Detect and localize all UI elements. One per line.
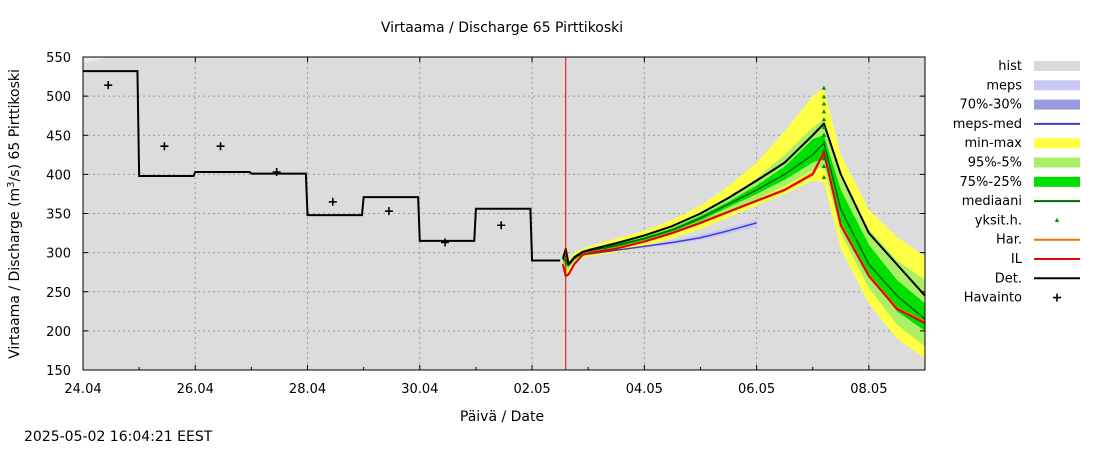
y-axis-label: Virtaama / Discharge (m3/s) 65 Pirttikos… <box>6 69 23 359</box>
il-line <box>561 151 926 324</box>
legend-item: yksit.h. <box>975 213 1060 228</box>
legend-label: IL <box>1011 252 1023 267</box>
y-tick-label: 250 <box>46 286 71 301</box>
legend-label: 75%-25% <box>960 175 1022 190</box>
legend: hist meps 70%-30% meps-med min-max 95%-5% 75%-… <box>953 59 1080 306</box>
y-tick-label: 200 <box>46 325 71 340</box>
legend-item: IL <box>1011 252 1080 267</box>
observed-discharge-line <box>83 70 561 262</box>
havainto-point <box>272 168 281 177</box>
legend-item: 95%-5% <box>968 156 1080 171</box>
legend-label: min-max <box>964 136 1022 151</box>
x-tick-label: 24.04 <box>64 382 101 397</box>
havainto-point <box>160 142 169 151</box>
legend-item: meps-med <box>953 117 1080 132</box>
havainto-point <box>328 197 337 206</box>
yksit-h-point <box>821 109 827 114</box>
yksit-h-point <box>821 124 827 129</box>
x-axis-ticks: 24.04 26.04 28.04 30.04 02.05 04.05 06.05 08.05 <box>64 57 887 397</box>
legend-label: mediaani <box>962 194 1022 209</box>
legend-label: Har. <box>996 233 1022 248</box>
legend-item: Har. <box>996 233 1080 248</box>
x-tick-label: 02.05 <box>513 382 550 397</box>
yksit-h-point <box>821 156 827 161</box>
havainto-point <box>384 207 393 216</box>
legend-label: Det. <box>995 271 1022 286</box>
yksit-h-point <box>602 245 608 250</box>
y-tick-label: 500 <box>46 90 71 105</box>
legend-swatch <box>1053 293 1061 302</box>
legend-swatch <box>1034 61 1080 71</box>
yksit-h-point <box>821 132 827 137</box>
det-line <box>561 122 926 297</box>
points <box>104 81 827 250</box>
y-tick-label: 150 <box>46 364 71 379</box>
legend-label: meps <box>986 78 1022 93</box>
legend-item: 75%-25% <box>960 175 1080 190</box>
yksit-h-point <box>821 140 827 145</box>
legend-item: hist <box>998 59 1080 74</box>
y-tick-label: 300 <box>46 247 71 262</box>
legend-swatch <box>1054 217 1060 222</box>
x-tick-label: 26.04 <box>177 382 214 397</box>
legend-label: hist <box>998 59 1022 74</box>
x-tick-label: 30.04 <box>401 382 438 397</box>
legend-item: Det. <box>995 271 1080 286</box>
yksit-h-point <box>821 94 827 99</box>
legend-swatch <box>1034 176 1080 187</box>
y-tick-label: 450 <box>46 129 71 144</box>
legend-swatch <box>1034 99 1080 110</box>
chart-title: Virtaama / Discharge 65 Pirttikoski <box>381 20 623 36</box>
legend-item: 70%-30% <box>960 98 1080 113</box>
legend-label: 70%-30% <box>960 98 1022 113</box>
x-tick-label: 06.05 <box>738 382 775 397</box>
havainto-point <box>104 81 113 90</box>
yksit-h-point <box>821 175 827 180</box>
legend-item: meps <box>986 78 1080 93</box>
legend-swatch <box>1034 80 1080 91</box>
x-tick-label: 08.05 <box>850 382 887 397</box>
meps-med-line <box>588 222 757 255</box>
legend-item: mediaani <box>962 194 1080 209</box>
yksit-h-point <box>821 148 827 153</box>
legend-swatch <box>1034 157 1080 168</box>
generated-timestamp: 2025-05-02 16:04:21 EEST <box>24 429 213 445</box>
yksit-h-point <box>821 85 827 90</box>
legend-label: Havainto <box>964 291 1022 306</box>
x-tick-label: 04.05 <box>626 382 663 397</box>
y-tick-label: 350 <box>46 208 71 223</box>
yksit-h-point <box>821 164 827 169</box>
legend-item: Havainto <box>964 291 1061 306</box>
y-tick-label: 550 <box>46 51 71 66</box>
legend-swatch <box>1034 138 1080 149</box>
x-axis-label: Päivä / Date <box>460 409 544 425</box>
x-tick-label: 28.04 <box>289 382 326 397</box>
legend-item: min-max <box>964 136 1080 151</box>
legend-label: 95%-5% <box>968 156 1022 171</box>
legend-label: yksit.h. <box>975 213 1022 228</box>
y-axis-ticks: 150 200 250 300 350 400 450 500 550 <box>46 51 925 379</box>
havainto-point <box>497 221 506 230</box>
havainto-point <box>441 238 450 247</box>
havainto-point <box>216 142 225 151</box>
yksit-h-point <box>821 117 827 122</box>
legend-label: meps-med <box>953 117 1022 132</box>
series-lines <box>83 57 926 370</box>
y-tick-label: 400 <box>46 168 71 183</box>
hist-band <box>83 57 134 64</box>
yksit-h-point <box>821 101 827 106</box>
